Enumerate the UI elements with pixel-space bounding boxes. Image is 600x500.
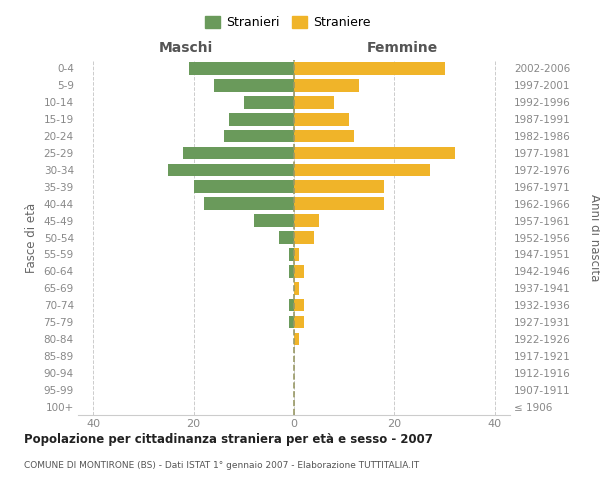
Y-axis label: Fasce di età: Fasce di età xyxy=(25,202,38,272)
Bar xyxy=(184,146,294,160)
Bar xyxy=(294,316,304,328)
Bar xyxy=(294,265,304,278)
Bar xyxy=(294,231,314,244)
Bar xyxy=(294,113,349,126)
Y-axis label: Anni di nascita: Anni di nascita xyxy=(587,194,600,281)
Bar xyxy=(294,248,299,260)
Bar xyxy=(294,62,445,75)
Bar xyxy=(294,332,299,345)
Bar xyxy=(289,265,294,278)
Bar xyxy=(294,130,354,142)
Bar xyxy=(289,316,294,328)
Bar xyxy=(224,130,294,142)
Bar xyxy=(229,113,294,126)
Text: Maschi: Maschi xyxy=(159,41,213,55)
Bar xyxy=(294,180,385,193)
Bar xyxy=(294,146,455,160)
Text: COMUNE DI MONTIRONE (BS) - Dati ISTAT 1° gennaio 2007 - Elaborazione TUTTITALIA.: COMUNE DI MONTIRONE (BS) - Dati ISTAT 1°… xyxy=(24,461,419,470)
Bar xyxy=(294,164,430,176)
Bar xyxy=(294,214,319,227)
Bar xyxy=(254,214,294,227)
Bar xyxy=(169,164,294,176)
Bar xyxy=(194,180,294,193)
Bar xyxy=(289,299,294,312)
Bar xyxy=(294,79,359,92)
Bar xyxy=(294,282,299,294)
Text: Popolazione per cittadinanza straniera per età e sesso - 2007: Popolazione per cittadinanza straniera p… xyxy=(24,432,433,446)
Text: Femmine: Femmine xyxy=(367,41,437,55)
Bar xyxy=(188,62,294,75)
Bar xyxy=(294,96,334,108)
Bar xyxy=(294,299,304,312)
Bar xyxy=(279,231,294,244)
Bar xyxy=(214,79,294,92)
Bar xyxy=(289,248,294,260)
Bar xyxy=(294,198,385,210)
Legend: Stranieri, Straniere: Stranieri, Straniere xyxy=(200,11,376,34)
Bar xyxy=(203,198,294,210)
Bar xyxy=(244,96,294,108)
